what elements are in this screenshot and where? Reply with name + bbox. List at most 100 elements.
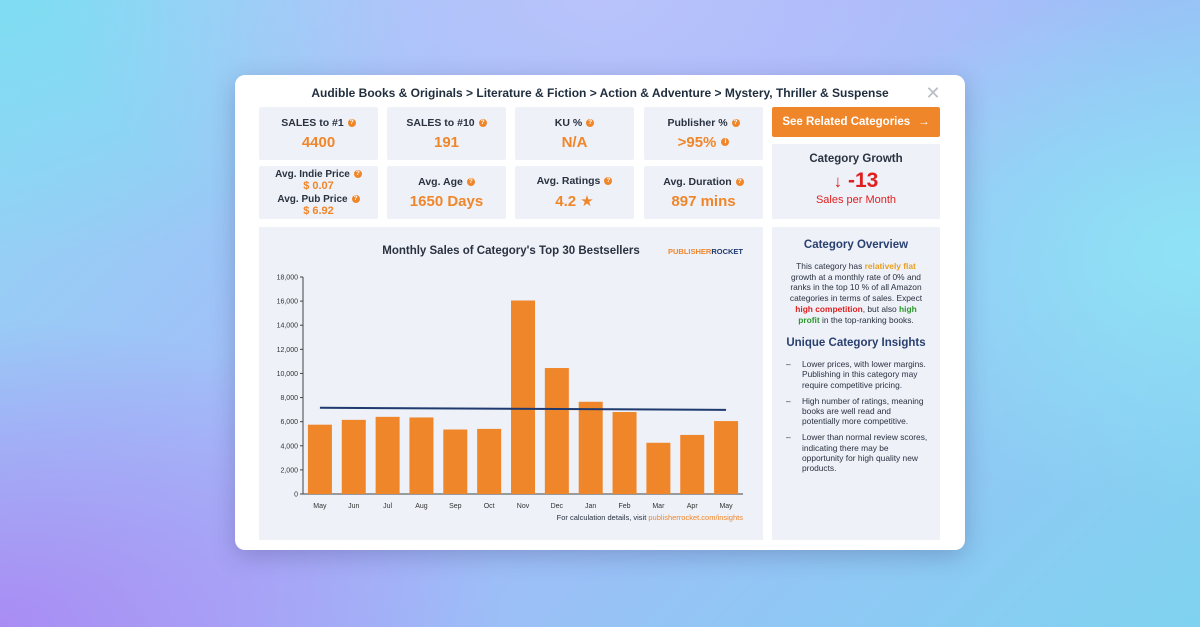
see-related-categories-button[interactable]: See Related Categories → — [772, 107, 940, 137]
category-overview-text: This category has relatively flat growth… — [782, 261, 930, 325]
list-item: Lower than normal review scores, indicat… — [782, 432, 930, 473]
x-tick-label: Feb — [619, 503, 631, 510]
ku-label: KU % — [555, 117, 582, 129]
bar — [477, 429, 501, 494]
trend-line — [320, 408, 726, 410]
y-tick-label: 14,000 — [277, 323, 299, 330]
x-tick-label: Mar — [652, 503, 665, 510]
chart-title: Monthly Sales of Category's Top 30 Bests… — [382, 245, 640, 257]
x-tick-label: Sep — [449, 503, 462, 510]
x-tick-label: Jul — [383, 503, 392, 510]
y-tick-label: 4,000 — [280, 443, 298, 450]
indie-price-label: Avg. Indie Price — [275, 169, 350, 180]
list-item: Lower prices, with lower margins. Publis… — [782, 359, 930, 390]
bar — [680, 435, 704, 494]
bar — [342, 420, 366, 494]
close-icon[interactable]: ✕ — [925, 85, 941, 101]
help-icon[interactable]: ? — [348, 119, 356, 127]
duration-value: 897 mins — [671, 193, 735, 210]
y-tick-label: 0 — [294, 492, 298, 499]
ratings-card: Avg. Ratings? 4.2 ★ — [515, 166, 634, 219]
y-tick-label: 12,000 — [277, 347, 299, 354]
y-tick-label: 18,000 — [277, 275, 299, 282]
chart-footnote: For calculation details, visit publisher… — [557, 513, 744, 522]
bar — [443, 430, 467, 494]
arrow-down-icon: ↓ — [834, 172, 843, 191]
publisher-rocket-logo: PUBLISHERROCKET — [668, 247, 743, 256]
price-card: Avg. Indie Price? $ 0.07 Avg. Pub Price?… — [259, 166, 378, 219]
see-related-categories-label: See Related Categories — [782, 116, 910, 128]
category-overview-panel: Category Overview This category has rela… — [772, 227, 940, 540]
ku-value: N/A — [562, 134, 588, 151]
unique-insights-title: Unique Category Insights — [782, 337, 930, 349]
insights-list: Lower prices, with lower margins. Publis… — [782, 359, 930, 473]
ratings-label: Avg. Ratings — [537, 175, 601, 187]
help-icon[interactable]: ? — [732, 119, 740, 127]
help-icon[interactable]: ? — [479, 119, 487, 127]
category-modal: Audible Books & Originals > Literature &… — [235, 75, 965, 550]
sales-to-10-label: SALES to #10 — [406, 117, 474, 129]
x-tick-label: Apr — [687, 503, 699, 510]
bar — [308, 425, 332, 494]
sales-to-1-card: SALES to #1? 4400 — [259, 107, 378, 160]
y-tick-label: 8,000 — [280, 395, 298, 402]
arrow-right-icon: → — [918, 116, 930, 128]
category-growth-value: -13 — [848, 169, 878, 192]
publisher-value: >95% — [678, 134, 717, 151]
x-tick-label: Jan — [585, 503, 596, 510]
pub-price-value: $ 6.92 — [303, 205, 334, 217]
duration-card: Avg. Duration? 897 mins — [644, 166, 763, 219]
category-growth-sub: Sales per Month — [772, 194, 940, 206]
help-icon[interactable]: ? — [352, 195, 360, 203]
bar — [613, 412, 637, 494]
bar — [579, 402, 603, 494]
overview-text-1: This category has — [796, 261, 864, 271]
duration-label: Avg. Duration — [663, 176, 731, 188]
help-icon[interactable]: ? — [604, 177, 612, 185]
publisher-card: Publisher %? >95% i — [644, 107, 763, 160]
bar — [409, 417, 433, 494]
y-tick-label: 6,000 — [280, 419, 298, 426]
age-value: 1650 Days — [410, 193, 483, 210]
chart-panel: Monthly Sales of Category's Top 30 Bests… — [259, 227, 763, 540]
y-tick-label: 10,000 — [277, 371, 299, 378]
bar — [511, 301, 535, 494]
sales-to-1-value: 4400 — [302, 134, 335, 151]
help-icon[interactable]: ? — [467, 178, 475, 186]
help-icon[interactable]: ? — [586, 119, 594, 127]
overview-text-3: , but also — [863, 304, 899, 314]
y-tick-label: 2,000 — [280, 467, 298, 474]
list-item: High number of ratings, meaning books ar… — [782, 396, 930, 427]
overview-flat: relatively flat — [865, 261, 916, 271]
bar — [376, 417, 400, 494]
x-tick-label: May — [313, 503, 327, 510]
category-growth-title: Category Growth — [772, 153, 940, 165]
publisher-label: Publisher % — [667, 117, 727, 129]
info-icon[interactable]: i — [721, 138, 729, 146]
sales-to-1-label: SALES to #1 — [281, 117, 343, 129]
bar — [545, 368, 569, 494]
ku-card: KU %? N/A — [515, 107, 634, 160]
sales-chart: Monthly Sales of Category's Top 30 Bests… — [259, 227, 763, 540]
bar — [646, 443, 670, 494]
sales-to-10-card: SALES to #10? 191 — [387, 107, 506, 160]
overview-competition: high competition — [795, 304, 862, 314]
x-tick-label: Nov — [517, 503, 530, 510]
category-overview-title: Category Overview — [782, 239, 930, 251]
category-growth-card: Category Growth ↓ -13 Sales per Month — [772, 144, 940, 219]
x-tick-label: May — [719, 503, 733, 510]
breadcrumb: Audible Books & Originals > Literature &… — [235, 86, 965, 100]
x-tick-label: Oct — [484, 503, 495, 510]
bar — [714, 421, 738, 494]
ratings-value: 4.2 ★ — [555, 192, 593, 210]
age-card: Avg. Age? 1650 Days — [387, 166, 506, 219]
overview-text-4: in the top-ranking books. — [820, 315, 914, 325]
sales-to-10-value: 191 — [434, 134, 459, 151]
overview-text-2: growth at a monthly rate of 0% and ranks… — [790, 272, 922, 303]
help-icon[interactable]: ? — [736, 178, 744, 186]
help-icon[interactable]: ? — [354, 170, 362, 178]
x-tick-label: Dec — [551, 503, 564, 510]
pub-price-label: Avg. Pub Price — [277, 194, 347, 205]
x-tick-label: Jun — [348, 503, 359, 510]
y-tick-label: 16,000 — [277, 299, 299, 306]
